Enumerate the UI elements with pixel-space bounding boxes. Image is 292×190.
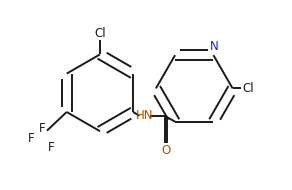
Text: F: F [48, 141, 54, 154]
Text: HN: HN [136, 109, 154, 122]
Text: F: F [28, 132, 35, 145]
Text: F: F [39, 122, 46, 135]
Text: O: O [161, 144, 171, 157]
Text: Cl: Cl [242, 82, 254, 95]
Text: Cl: Cl [94, 27, 106, 40]
Text: N: N [210, 40, 219, 53]
